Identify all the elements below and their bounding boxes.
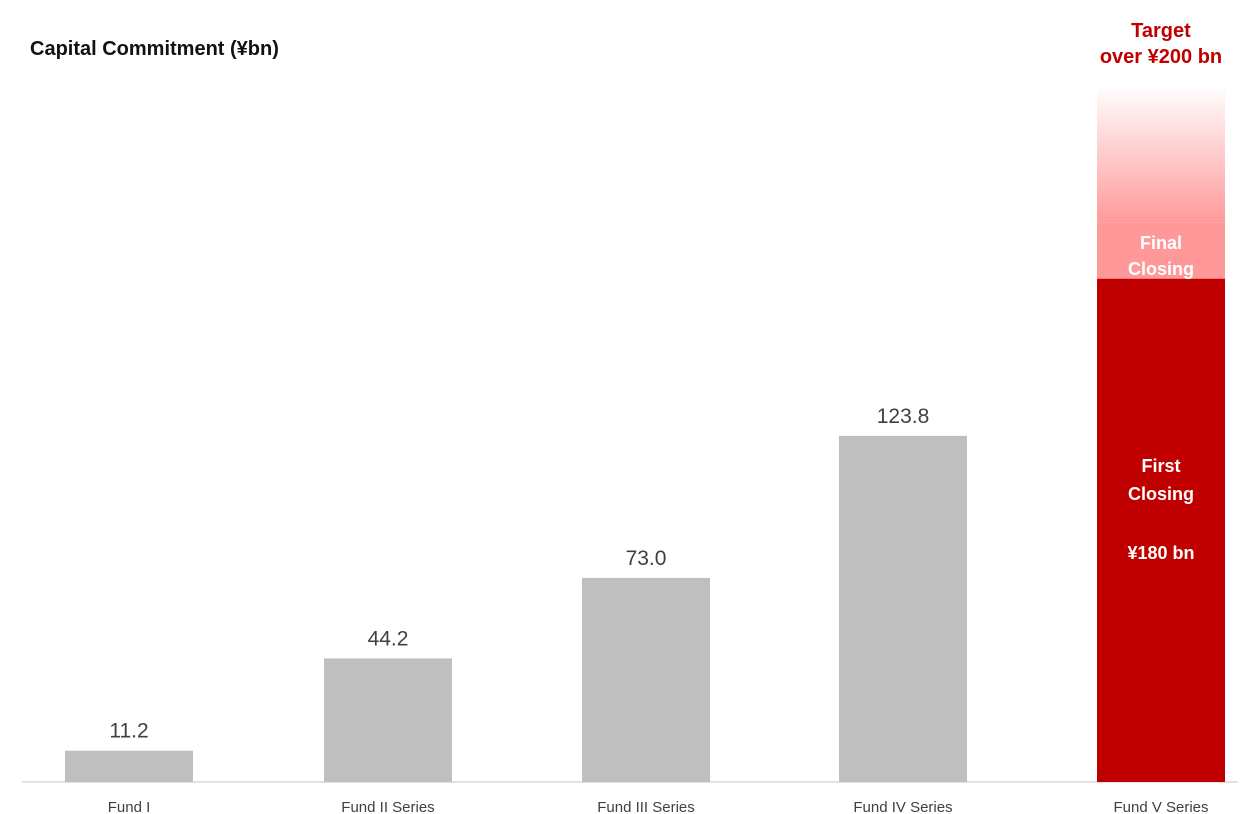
x-tick-label-3: Fund III Series — [597, 799, 695, 814]
bar-3 — [582, 577, 710, 782]
fund-v-stacked-bar: Final Closing First Closing ¥180 bn Target ove… — [1097, 20, 1225, 782]
target-fade-segment — [1097, 85, 1225, 223]
first-closing-amount-label: ¥180 bn — [1127, 543, 1194, 563]
x-tick-label-2: Fund II Series — [341, 799, 434, 814]
chart-title: Capital Commitment (¥bn) — [30, 38, 279, 60]
bars-group — [65, 435, 967, 782]
value-label-2: 44.2 — [368, 627, 409, 650]
target-label-line-2: over ¥200 bn — [1100, 46, 1222, 68]
final-closing-label-line-2: Closing — [1128, 259, 1194, 279]
bar-4 — [839, 435, 967, 782]
bar-2 — [324, 658, 452, 782]
final-closing-label-line-1: Final — [1140, 233, 1182, 253]
target-label-line-1: Target — [1131, 20, 1191, 42]
value-label-3: 73.0 — [626, 547, 667, 570]
value-label-4: 123.8 — [877, 405, 930, 428]
x-tick-labels-group: Fund I Fund II Series Fund III Series Fund … — [108, 799, 1209, 814]
value-label-1: 11.2 — [109, 720, 148, 743]
x-tick-label-5: Fund V Series — [1113, 799, 1208, 814]
first-closing-label-line-1: First — [1141, 456, 1180, 476]
final-closing-segment — [1097, 222, 1225, 279]
x-tick-label-1: Fund I — [108, 799, 151, 814]
first-closing-segment — [1097, 278, 1225, 782]
value-labels-group: 11.2 44.2 73.0 123.8 — [109, 405, 929, 743]
x-tick-label-4: Fund IV Series — [853, 799, 952, 814]
bar-1 — [65, 750, 193, 782]
first-closing-label-line-2: Closing — [1128, 484, 1194, 504]
